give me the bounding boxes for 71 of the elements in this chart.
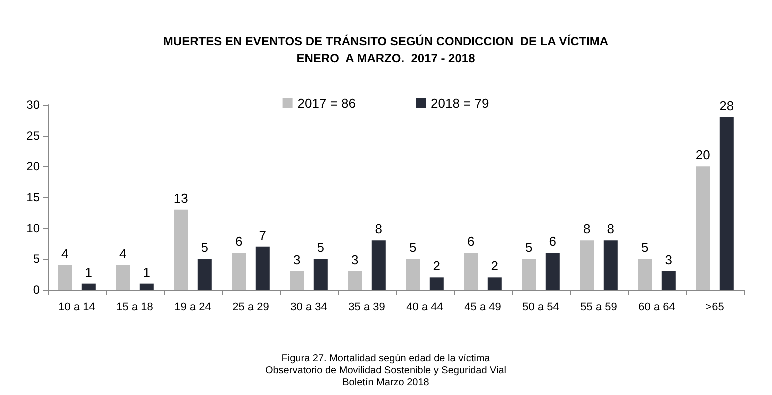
- data-label: 5: [201, 240, 209, 256]
- x-tick-label: 30 a 34: [290, 302, 328, 314]
- y-tick-label: 25: [26, 128, 40, 143]
- bar: [348, 272, 362, 290]
- bar: [256, 246, 270, 290]
- bar: [604, 240, 618, 290]
- bar: [140, 284, 154, 290]
- x-tick-label: >65: [706, 302, 724, 314]
- data-label: 8: [583, 222, 591, 237]
- bar: [82, 284, 96, 290]
- data-label: 5: [317, 240, 325, 256]
- data-label: 1: [143, 264, 151, 280]
- bar: [406, 259, 420, 290]
- data-label: 1: [85, 264, 93, 280]
- text: Figura 27. Mortalidad según edad de la víctima Observatorio de Movilidad Sostenible y Seguridad Vial Boletín Marzo 2018: [265, 354, 507, 388]
- bar: [232, 253, 246, 290]
- y-tick-label: 10: [26, 221, 40, 236]
- data-label: 6: [549, 234, 557, 249]
- x-tick-label: 60 a 64: [638, 302, 676, 314]
- data-label: 5: [641, 240, 649, 256]
- bar: [464, 253, 478, 290]
- bar: [198, 259, 212, 290]
- data-label: 4: [119, 246, 127, 262]
- data-label: 13: [174, 190, 188, 206]
- data-label: 20: [696, 148, 710, 163]
- data-label: 8: [375, 222, 383, 237]
- x-tick-label: 50 a 54: [522, 302, 560, 314]
- bar: [662, 272, 676, 290]
- bar: [696, 166, 710, 290]
- legend-label: 2018 = 79: [431, 96, 490, 111]
- bar: [488, 278, 502, 290]
- x-tick-label: 35 a 39: [348, 302, 386, 314]
- legend-label: 2017 = 86: [298, 96, 356, 111]
- data-label: 8: [607, 222, 615, 237]
- data-label: 6: [467, 234, 475, 249]
- bar: [174, 210, 188, 290]
- data-label: 28: [720, 98, 734, 114]
- x-tick-label: 10 a 14: [58, 302, 96, 314]
- bar: [546, 253, 560, 290]
- y-tick-label: 0: [33, 283, 40, 297]
- data-label: 2: [491, 258, 499, 274]
- x-tick-label: 40 a 44: [406, 302, 444, 314]
- data-label: 7: [259, 228, 267, 243]
- bar: [58, 265, 72, 290]
- bar: [720, 117, 734, 290]
- data-label: 4: [61, 246, 69, 262]
- data-label: 2: [433, 258, 441, 274]
- y-tick-label: 20: [26, 160, 40, 174]
- x-tick-label: 19 a 24: [174, 302, 212, 314]
- bar: [522, 259, 536, 290]
- x-tick-label: 15 a 18: [116, 302, 154, 314]
- x-tick-label: 45 a 49: [464, 302, 502, 314]
- data-label: 5: [525, 240, 533, 256]
- bar: [638, 259, 652, 290]
- y-tick-label: 30: [26, 98, 40, 112]
- x-tick-label: 55 a 59: [580, 302, 618, 314]
- x-tick-label: 25 a 29: [232, 302, 270, 314]
- data-label: 3: [293, 252, 301, 268]
- y-tick-label: 15: [26, 190, 40, 204]
- chart-title: MUERTES EN EVENTOS DE TRÁNSITO SEGÚN CONDICCION DE LA VÍCTIMA ENERO A MARZO. 2017 - 2018: [163, 34, 609, 66]
- bar: [116, 265, 130, 290]
- bar: [430, 278, 444, 290]
- bar: [372, 240, 386, 290]
- y-tick-label: 5: [33, 252, 40, 266]
- data-label: 5: [409, 240, 417, 256]
- bar: [580, 240, 594, 290]
- bar: [290, 272, 304, 290]
- bar: [314, 259, 328, 290]
- data-label: 6: [235, 234, 243, 249]
- data-label: 3: [665, 252, 673, 268]
- data-label: 3: [351, 252, 359, 268]
